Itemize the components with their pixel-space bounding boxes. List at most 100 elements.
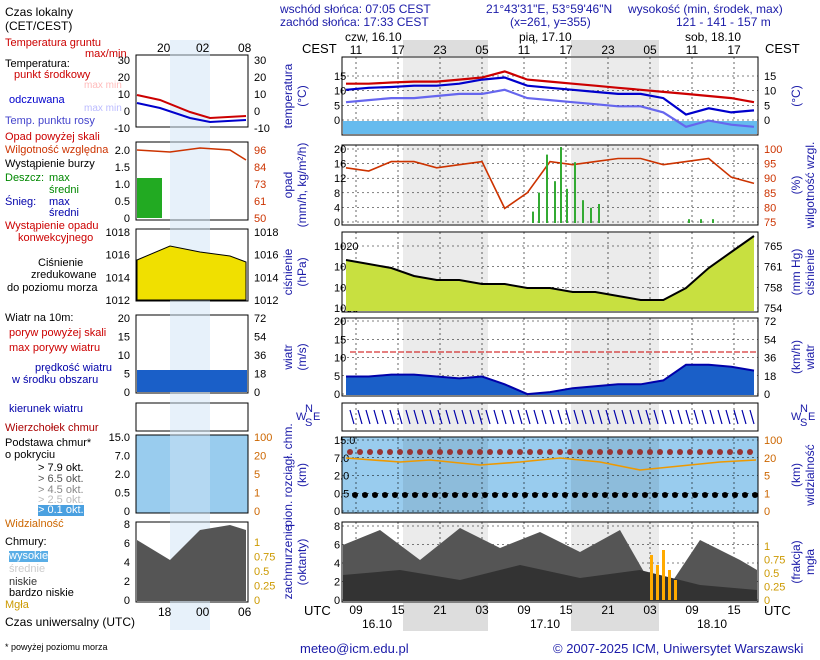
pres-left-tick: 1018 <box>106 227 130 239</box>
legend-wind-area: w środku obszaru <box>12 374 99 386</box>
hour-bottom-label: 03 <box>643 603 657 617</box>
legend-fog: Mgła <box>5 599 29 611</box>
ylabel-clouds-unit: (oktanty) <box>295 539 309 586</box>
wind-arrow <box>621 409 627 425</box>
cloud-top-dot <box>607 449 613 455</box>
compass-w-left: W <box>296 411 307 423</box>
wind-arrow <box>365 409 371 425</box>
m-clouds-right-tick: 0.25 <box>764 582 785 594</box>
wind-arrow <box>349 409 355 425</box>
cloud-top-dot <box>547 449 553 455</box>
m-pres-right-tick: 765 <box>764 241 782 253</box>
wind-arrow <box>485 409 491 425</box>
hour-bottom-label: 15 <box>727 603 741 617</box>
temp-below-zero-band <box>343 121 757 134</box>
compass-n-left: N <box>305 403 313 415</box>
legend-middle: średnie <box>9 563 46 575</box>
m-clouds-right-tick: 0.75 <box>764 555 785 567</box>
footnote: * powyżej poziomu morza <box>5 642 108 652</box>
wind-arrow <box>437 409 443 425</box>
cloud-top-dot <box>617 449 623 455</box>
legend-rain-bars <box>137 178 162 218</box>
temp-left-tick: 0 <box>124 106 130 118</box>
cloud-base-dot <box>532 492 538 498</box>
cloud-base-dot <box>742 492 748 498</box>
wind-left-tick: 0 <box>124 387 130 399</box>
ylabel-temp: temperatura <box>281 63 295 128</box>
precip-bar <box>532 211 534 223</box>
wind-arrow <box>693 409 699 425</box>
legend-wind-speed: prędkość wiatru <box>35 362 113 374</box>
day-2: pią, 17.10 <box>519 30 572 44</box>
wind-arrow <box>397 409 403 425</box>
local-tick-3: 08 <box>238 41 252 55</box>
pressure-line <box>345 235 755 301</box>
cloud-top-dot <box>427 449 433 455</box>
night-band <box>403 438 488 512</box>
temp-left-tick: -10 <box>114 123 130 135</box>
wind-arrow <box>749 409 755 425</box>
ylabel-hum: wilgotność wzgl. <box>803 142 817 230</box>
temp-left-tick: 20 <box>118 72 130 84</box>
ylabel-clouds: zachmurzenie <box>281 524 295 599</box>
cloud-base-dot <box>372 492 378 498</box>
clouds-right-tick: 0 <box>254 595 260 607</box>
cloud-top-dot <box>687 449 693 455</box>
temp-right-tick: 0 <box>254 106 260 118</box>
wind-arrow <box>493 409 499 425</box>
text: 5 <box>334 100 340 112</box>
temp-left-tick: 10 <box>118 89 130 101</box>
legend-temp-line <box>136 94 247 120</box>
m-wind-right-tick: 18 <box>764 371 776 383</box>
legend-local-zone: (CET/CEST) <box>5 19 73 33</box>
hour-bottom-label: 21 <box>433 603 447 617</box>
cloud-top-dot <box>627 449 633 455</box>
legend-storm: Wystąpienie burzy <box>5 158 95 170</box>
cloud-base-dot <box>702 492 708 498</box>
night-band <box>403 146 488 224</box>
wind-arrow <box>613 409 619 425</box>
wind-arrow <box>717 409 723 425</box>
cloud-base-dot <box>502 492 508 498</box>
utc-tick-2: 00 <box>196 605 210 619</box>
compass-s-left: S <box>305 417 312 429</box>
cloud-top-dot <box>407 449 413 455</box>
cloud-top-dot <box>517 449 523 455</box>
hour-bottom-label: 09 <box>517 603 531 617</box>
ylabel-pres-unit: (hPa) <box>295 257 309 286</box>
cbase-right-tick: 0 <box>254 506 260 518</box>
cloud-top-dot <box>357 449 363 455</box>
m-cbase-right-tick: 5 <box>764 471 770 483</box>
cbase-left-tick: 15.0 <box>109 432 130 444</box>
cloud-top-dot <box>437 449 443 455</box>
precip-right-tick: 73 <box>254 179 266 191</box>
m-wind-right-tick: 54 <box>764 334 776 346</box>
cloud-base-dot <box>712 492 718 498</box>
text: 15.0 <box>334 435 355 447</box>
utc-left: UTC <box>304 603 331 618</box>
wind-arrow <box>629 409 635 425</box>
cloud-base-dot <box>682 492 688 498</box>
wind-arrow <box>685 409 691 425</box>
cloud-base-dot <box>632 492 638 498</box>
wind-right-tick: 36 <box>254 350 266 362</box>
ylabel-vis: widzialność <box>803 444 817 506</box>
date-bottom-2: 17.10 <box>530 617 561 631</box>
cloud-base-dot <box>722 492 728 498</box>
cloud-top-dot <box>647 449 653 455</box>
text: 10 <box>334 353 346 365</box>
ylabel-precip: opad <box>281 172 295 199</box>
legend-okt-4: > 2.5 okt. <box>38 494 84 506</box>
hour-top-label: 11 <box>518 43 531 57</box>
fog-bar <box>668 570 671 600</box>
wind-left-tick: 15 <box>118 332 130 344</box>
night-band <box>403 404 488 430</box>
night-band-top <box>403 40 488 56</box>
wind-arrow <box>701 409 707 425</box>
precip-left-tick: 2.0 <box>115 145 130 157</box>
m-precip-right-tick: 85 <box>764 188 776 200</box>
footer-email[interactable]: meteo@icm.edu.pl <box>300 641 409 656</box>
text: 1020 <box>334 241 358 253</box>
legend-wind-area <box>137 370 247 392</box>
temp-series-line <box>346 70 755 104</box>
